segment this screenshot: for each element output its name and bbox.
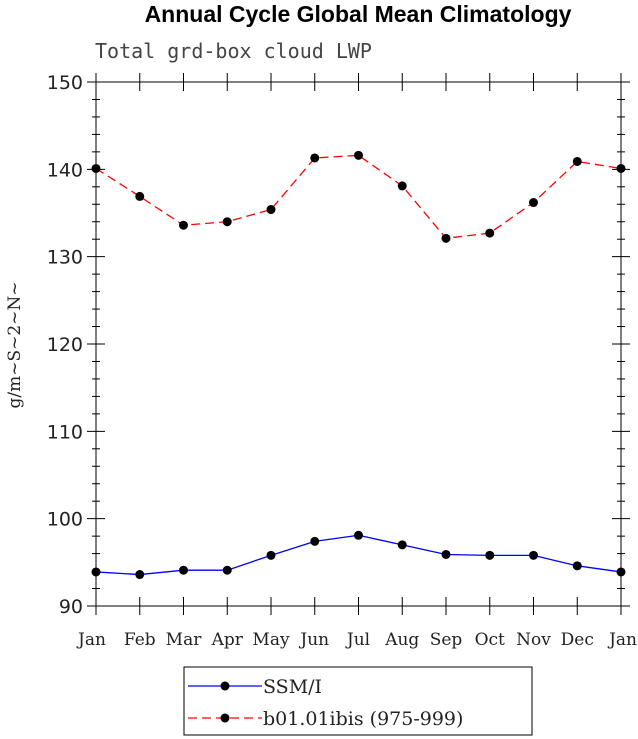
x-tick-label: Jul (345, 630, 370, 650)
series-1-point (616, 163, 626, 173)
series-1-point (397, 181, 407, 191)
series-line-1 (95, 154, 622, 240)
series-0-point (179, 565, 188, 575)
legend-label-0: SSM/I (263, 676, 322, 698)
y-tick-label: 140 (47, 159, 83, 181)
series-0-point (572, 561, 582, 571)
series-1-point (441, 233, 451, 243)
plot-frame (95, 81, 622, 607)
legend-marker-0 (220, 681, 230, 691)
series-1-point (91, 163, 101, 173)
series-0-point (135, 570, 145, 580)
series-line-0 (95, 534, 622, 576)
legend-marker-1 (220, 713, 230, 723)
series-1-point (310, 153, 320, 163)
series-1-point (179, 220, 188, 230)
y-axis-label: g/m~S~2~N~ (5, 281, 25, 408)
series-1-point (572, 156, 582, 166)
series-0-point (266, 550, 276, 560)
x-tick-label: Jan (607, 630, 637, 650)
x-tick-label: Oct (475, 630, 505, 650)
series-layer (91, 150, 626, 580)
x-tick-label: Jan (76, 630, 106, 650)
chart-subtitle: Total grd-box cloud LWP (95, 39, 372, 63)
series-0-point (397, 540, 407, 550)
series-0-point (91, 567, 101, 577)
series-1-point (222, 217, 232, 227)
y-tick-label: 120 (47, 334, 83, 356)
y-tick-labels: 90 100 110 120 130 140 150 (47, 72, 83, 618)
series-1-point (135, 191, 145, 201)
series-0-point (310, 536, 320, 546)
series-0-point (485, 550, 495, 560)
series-0-point (616, 567, 626, 577)
legend-box (183, 666, 533, 736)
y-tick-label: 100 (47, 509, 83, 531)
chart-title: Annual Cycle Global Mean Climatology (145, 1, 572, 27)
legend: SSM/I b01.01ibis (975-999) (188, 676, 463, 730)
x-tick-label: Aug (384, 630, 419, 650)
legend-label-1: b01.01ibis (975-999) (263, 708, 463, 730)
x-tick-label: Sep (430, 630, 463, 650)
series-0-point (441, 549, 451, 559)
series-0-point (529, 550, 538, 560)
x-tick-label: Apr (211, 630, 244, 650)
series-1-point (529, 198, 538, 208)
series-1-point (266, 205, 276, 215)
x-tick-label: May (252, 630, 290, 650)
axis-ticks (87, 73, 630, 615)
series-0-point (222, 565, 232, 575)
series-0-point (354, 530, 363, 540)
y-tick-label: 110 (47, 421, 83, 443)
y-tick-label: 90 (59, 596, 83, 618)
y-tick-label: 130 (47, 247, 83, 269)
x-tick-label: Feb (124, 630, 156, 650)
y-tick-label: 150 (47, 72, 83, 94)
x-tick-labels: Jan Feb Mar Apr May Jun Jul Aug Sep Oct Nov Dec Jan (76, 630, 637, 650)
x-tick-label: Dec (561, 630, 594, 650)
series-1-point (485, 228, 495, 238)
x-tick-label: Mar (166, 630, 203, 650)
series-1-point (354, 150, 363, 160)
x-tick-label: Jun (298, 630, 329, 650)
x-tick-label: Nov (516, 630, 551, 650)
